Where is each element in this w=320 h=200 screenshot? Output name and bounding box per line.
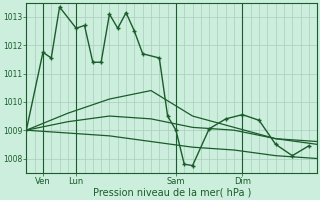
X-axis label: Pression niveau de la mer( hPa ): Pression niveau de la mer( hPa )	[92, 187, 251, 197]
